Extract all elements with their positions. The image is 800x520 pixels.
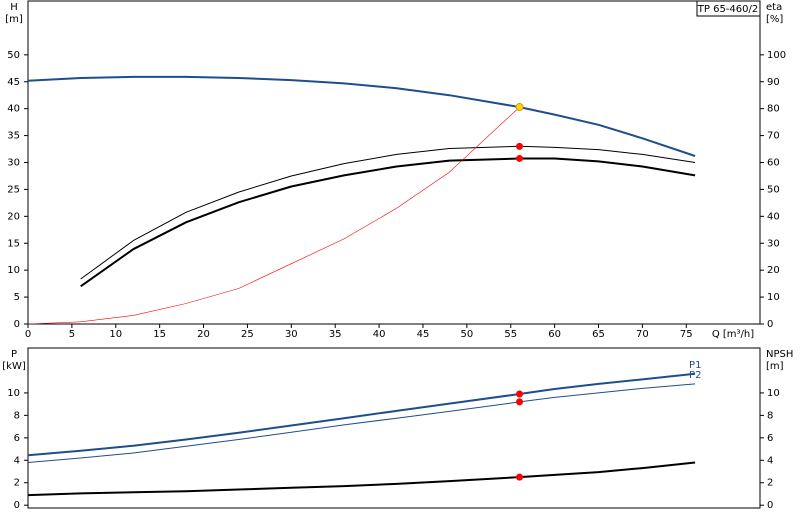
chart-title: TP 65-460/2: [697, 4, 758, 15]
y2-tick-label: 8: [767, 410, 773, 421]
y2-tick-label: 0: [767, 500, 773, 511]
x-tick-label: 45: [417, 329, 430, 340]
curve: [27, 75, 696, 157]
y2-tick-label: 90: [767, 77, 780, 88]
x-tick-label: 10: [109, 329, 122, 340]
y-tick-label: 25: [7, 184, 20, 195]
operating-point: [516, 154, 524, 162]
x-tick-label: 25: [241, 329, 254, 340]
x-tick-label: 75: [680, 329, 693, 340]
curve: [80, 157, 696, 288]
y2-axis-label: eta: [766, 2, 782, 13]
series-label: P1: [689, 360, 701, 371]
y-tick-label: 50: [7, 50, 20, 61]
x-tick-label: 55: [504, 329, 517, 340]
y-tick-label: 0: [14, 500, 20, 511]
y-tick-label: 0: [14, 319, 20, 330]
x-tick-label: 35: [329, 329, 342, 340]
y-tick-label: 5: [14, 292, 20, 303]
x-tick-label: 5: [69, 329, 75, 340]
y-tick-label: 15: [7, 238, 20, 249]
x-tick-label: 65: [592, 329, 605, 340]
operating-point: [516, 473, 524, 481]
y-tick-label: 2: [14, 478, 20, 489]
x-tick-label: 60: [548, 329, 561, 340]
y-axis-unit: [kW]: [2, 361, 26, 372]
y-tick-label: 40: [7, 104, 20, 115]
y2-tick-label: 70: [767, 131, 780, 142]
operating-point: [516, 390, 524, 398]
y-tick-label: 10: [7, 388, 20, 399]
x-axis-label: Q [m³/h]: [712, 329, 754, 340]
plot-frame: [27, 0, 761, 325]
y2-tick-label: 40: [767, 211, 780, 222]
y2-tick-label: 0: [767, 319, 773, 330]
y2-tick-label: 6: [767, 433, 773, 444]
y2-tick-label: 2: [767, 478, 773, 489]
curve: [27, 372, 696, 457]
y-axis-label: H: [10, 2, 18, 13]
x-tick-label: 50: [460, 329, 473, 340]
y-tick-label: 10: [7, 265, 20, 276]
y-tick-label: 20: [7, 211, 20, 222]
y-tick-label: 6: [14, 433, 20, 444]
title-box: [696, 0, 761, 17]
y2-axis-unit: [m]: [766, 361, 784, 372]
y-tick-label: 8: [14, 410, 20, 421]
series-label: P2: [689, 370, 701, 381]
x-tick-label: 30: [285, 329, 298, 340]
y-tick-label: 4: [14, 455, 20, 466]
y2-axis-unit: [%]: [766, 14, 783, 25]
y-tick-label: 30: [7, 158, 20, 169]
y-axis-label: P: [11, 349, 17, 360]
y-tick-label: 45: [7, 77, 20, 88]
operating-point: [516, 398, 524, 406]
y2-tick-label: 50: [767, 184, 780, 195]
operating-point: [516, 142, 524, 150]
y2-tick-label: 100: [767, 50, 786, 61]
curve: [27, 383, 696, 463]
x-tick-label: 0: [25, 329, 31, 340]
x-tick-label: 20: [197, 329, 210, 340]
curve: [27, 461, 696, 497]
curve: [27, 106, 520, 325]
x-tick-label: 70: [636, 329, 649, 340]
y2-tick-label: 10: [767, 388, 780, 399]
operating-point: [515, 103, 524, 112]
y-axis-unit: [m]: [5, 14, 23, 25]
y2-tick-label: 10: [767, 292, 780, 303]
x-tick-label: 40: [373, 329, 386, 340]
y2-tick-label: 60: [767, 158, 780, 169]
y2-tick-label: 4: [767, 455, 773, 466]
y2-tick-label: 20: [767, 265, 780, 276]
plot-frame: [27, 347, 761, 509]
y2-tick-label: 80: [767, 104, 780, 115]
y-tick-label: 35: [7, 131, 20, 142]
y2-axis-label: NPSH: [766, 349, 793, 360]
x-tick-label: 15: [153, 329, 166, 340]
y2-tick-label: 30: [767, 238, 780, 249]
curve: [80, 145, 696, 280]
